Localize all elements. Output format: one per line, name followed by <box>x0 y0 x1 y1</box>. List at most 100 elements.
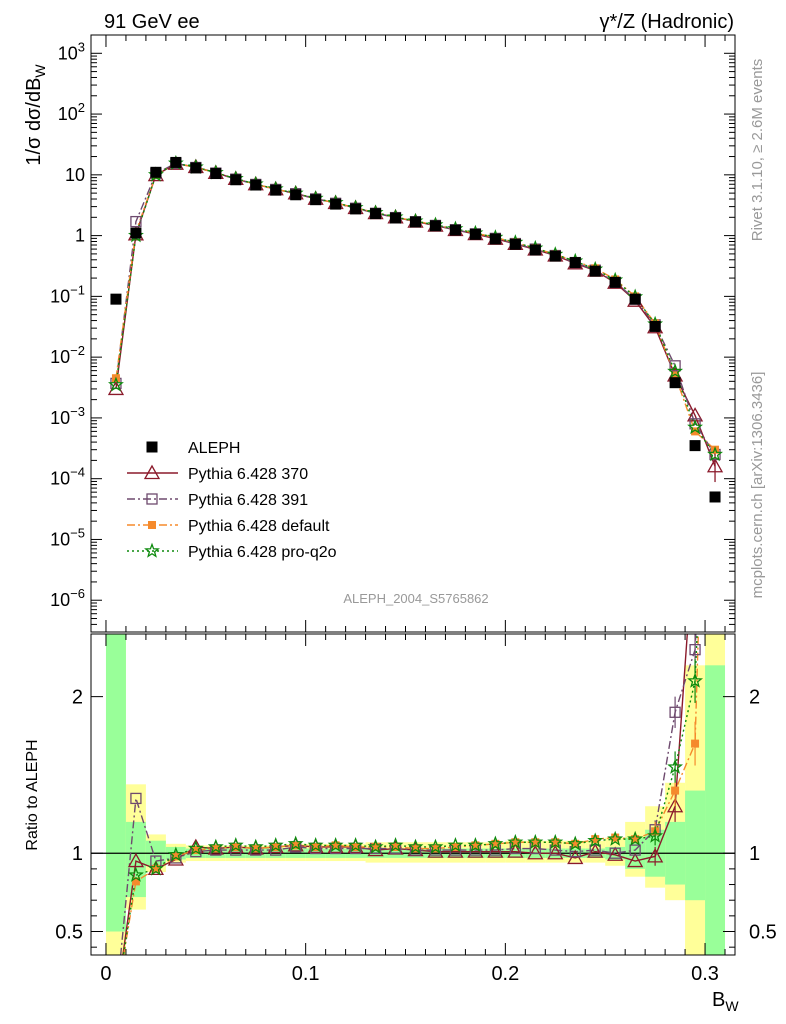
data-point <box>270 184 282 196</box>
mcplots-label: mcplots.cern.ch [arXiv:1306.3436] <box>749 372 766 599</box>
series-pythia-4 <box>115 162 716 455</box>
ratio-point <box>527 844 544 860</box>
ratio-point <box>271 842 280 851</box>
data-point <box>110 293 122 305</box>
beam-label: 91 GeV ee <box>104 11 200 33</box>
ratio-frame <box>90 633 736 956</box>
y-tick-label-ratio-left: 0.5 <box>55 922 83 944</box>
data-point <box>130 227 142 239</box>
ratio-point <box>547 844 564 860</box>
ratio-point <box>311 842 320 851</box>
ratio-point <box>647 848 664 863</box>
main-series <box>107 154 724 503</box>
x-axis-label-sub: W <box>725 998 739 1014</box>
data-point <box>529 244 541 256</box>
data-point <box>691 427 700 436</box>
ratio-point <box>471 841 480 850</box>
ratio-point <box>531 838 540 847</box>
y-tick-label-base: 10 <box>50 590 70 610</box>
y-axis-label-ratio: Ratio to ALEPH <box>24 739 41 850</box>
ratio-point <box>671 786 680 795</box>
ratio-point <box>287 835 304 851</box>
ratio-point <box>371 842 380 851</box>
main-panel: 10−610−510−410−310−210−1110102103ALEPHPy… <box>50 34 736 633</box>
data-point <box>589 265 601 277</box>
ratio-point <box>627 830 644 846</box>
y-tick-label-base: 10 <box>58 43 78 63</box>
ratio-series-1 <box>122 634 688 955</box>
data-point <box>609 276 621 288</box>
band-inner <box>705 665 726 955</box>
data-point <box>449 224 461 236</box>
ratio-point <box>687 672 704 688</box>
data-point <box>150 166 162 178</box>
ratio-point <box>231 842 240 851</box>
ratio-point <box>689 644 701 656</box>
ratio-point <box>211 844 220 853</box>
ratio-point <box>511 838 520 847</box>
ratio-point <box>167 846 184 862</box>
data-point <box>669 377 681 389</box>
y-tick-label-ratio-right: 1 <box>749 843 760 865</box>
ratio-point <box>427 838 444 854</box>
ratio-line <box>122 634 688 955</box>
y-axis-label-top-main: 1/σ dσ/dB <box>23 78 45 166</box>
legend-label: Pythia 6.428 pro-q2o <box>188 544 337 561</box>
ratio-point <box>227 837 244 853</box>
ratio-point <box>191 846 200 855</box>
x-tick-label: 0.2 <box>491 963 519 985</box>
y-tick-label-base: 10 <box>50 286 70 306</box>
ratio-point <box>130 792 142 805</box>
y-tick-label-ratio-left: 1 <box>72 843 83 865</box>
data-point <box>671 371 680 380</box>
rivet-label: Rivet 3.1.10, ≥ 2.6M events <box>749 59 766 242</box>
ratio-point <box>447 837 464 853</box>
data-point <box>667 363 684 379</box>
main-frame <box>90 34 736 633</box>
ratio-point <box>407 838 424 854</box>
series-pythia-1 <box>115 163 716 467</box>
y-tick-label-exp: −5 <box>70 525 85 540</box>
ratio-point <box>391 842 400 851</box>
ratio-point <box>627 852 644 868</box>
ratio-line <box>122 634 698 955</box>
y-tick-label: 10−4 <box>50 465 85 489</box>
ratio-point <box>431 844 440 853</box>
ratio-point <box>147 860 164 876</box>
ratio-point <box>207 838 224 854</box>
data-point <box>707 446 723 462</box>
legend-label: Pythia 6.428 370 <box>188 466 308 483</box>
legend-marker <box>146 441 158 453</box>
legend-marker <box>144 542 160 558</box>
y-tick-label-ratio-right: 0.5 <box>749 922 777 944</box>
ratio-point <box>127 852 145 868</box>
y-tick-label-exp: −6 <box>70 586 85 601</box>
legend-marker <box>143 464 161 480</box>
data-point <box>509 238 521 250</box>
data-point <box>108 376 124 392</box>
ratio-point <box>507 843 524 858</box>
y-tick-label: 10−2 <box>50 343 85 367</box>
ratio-point <box>547 833 564 850</box>
ratio-point <box>669 706 681 718</box>
x-tick-label: 0 <box>100 963 111 985</box>
ratio-line <box>119 634 697 955</box>
legend-item: Pythia 6.428 391 <box>127 492 308 509</box>
series-pythia-3 <box>115 162 716 451</box>
ratio-point <box>467 837 484 853</box>
ratio-point <box>127 866 144 882</box>
legend-marker <box>146 493 158 505</box>
legend-label: Pythia 6.428 391 <box>188 492 308 509</box>
series-pythia-2 <box>115 162 716 455</box>
ratio-series-4 <box>122 634 698 955</box>
y-tick-label-exp: −1 <box>70 282 85 297</box>
data-point <box>709 491 721 503</box>
data-point <box>469 228 481 240</box>
y-axis-label-top: 1/σ dσ/dBW <box>23 64 48 166</box>
ratio-point <box>327 837 344 853</box>
ratio-point <box>151 864 160 873</box>
y-tick-label-ratio-right: 2 <box>749 687 760 709</box>
data-point <box>250 179 262 191</box>
data-point <box>569 257 581 269</box>
